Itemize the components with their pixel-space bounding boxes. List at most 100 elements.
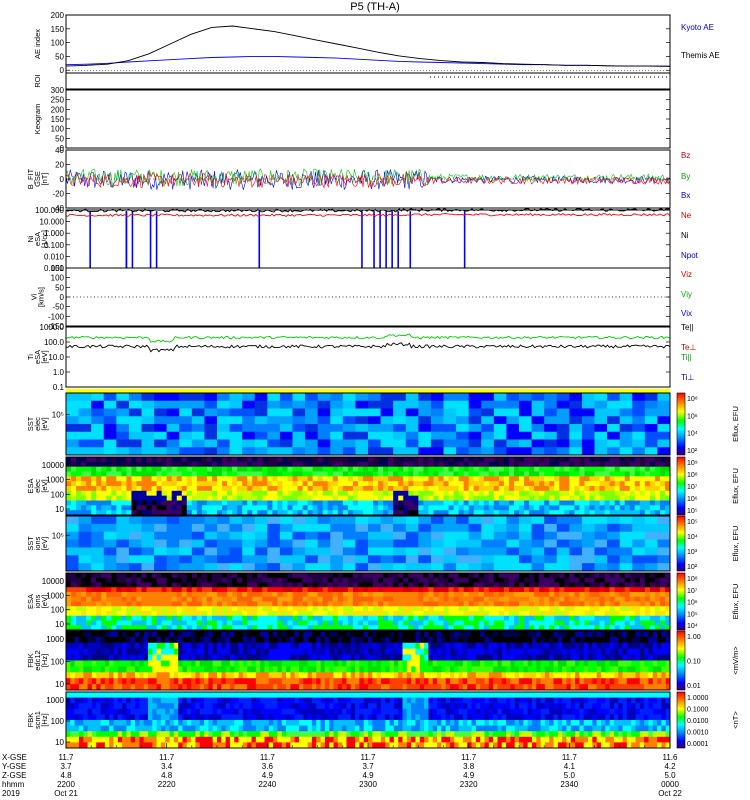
fbk_e-cell [432, 666, 438, 673]
esa_i-cell [428, 587, 434, 593]
fbk_e-cell [268, 660, 274, 667]
sst_i-cell [254, 563, 268, 572]
esa_i-cell [257, 596, 263, 602]
fbk_e-cell [406, 660, 412, 667]
esa_e-cell [639, 490, 646, 497]
esa_e-cell [141, 505, 148, 511]
esa_e-cell [398, 481, 404, 487]
fbk_e-cell [152, 660, 158, 667]
esa_e-cell [609, 461, 616, 468]
sst_i-cell [342, 563, 356, 572]
sst_i-cell [644, 555, 658, 564]
esa_e-cell [524, 461, 530, 468]
fbk_e-cell [195, 642, 201, 650]
esa_i-cell [408, 587, 414, 593]
esa_i-cell [302, 620, 309, 626]
esa_i-cell [549, 615, 555, 621]
esa_e-cell [267, 481, 273, 487]
fbk_e-cell [113, 666, 119, 673]
esa_e-cell [659, 486, 666, 492]
esa_e-cell [599, 481, 606, 487]
sst_e-cell [644, 439, 658, 448]
esa_e-cell [297, 457, 304, 463]
esa_i-cell [106, 611, 112, 617]
esa_i-cell [599, 596, 606, 602]
sst_i-cell [506, 547, 520, 556]
esa_e-cell [171, 510, 178, 516]
esa_i-cell [654, 587, 661, 593]
esa_i-cell [508, 596, 515, 602]
esa_i-cell [508, 587, 515, 593]
bfit-ytick-label: 0 [60, 175, 65, 184]
esa_i-cell [539, 573, 545, 579]
esa_e-cell [458, 500, 465, 506]
esa_i-cell [282, 601, 288, 607]
sst_i-cell [405, 547, 419, 556]
sst_i-cell [632, 563, 646, 572]
fbk_e-cell [510, 636, 516, 644]
esa_i-cell [564, 611, 570, 617]
vi-ylabel: [km/s] [37, 287, 46, 307]
esa_e-cell [433, 457, 439, 463]
esa_e-cell [222, 481, 228, 487]
esa_e-cell [534, 457, 540, 463]
sst_i-cell [154, 539, 168, 548]
esa_e-cell [619, 476, 626, 482]
fbk_e-cell [419, 642, 425, 650]
fbk_e-cell [424, 654, 429, 661]
fbk_e-cell [260, 660, 265, 667]
esa_e-cell [649, 500, 656, 506]
sst_e-cell [456, 439, 470, 448]
esa_e-cell [347, 481, 354, 487]
esa_e-cell [111, 461, 117, 468]
sst_i-cell [418, 547, 432, 556]
fbk_e-cell [445, 642, 451, 650]
esa_i-cell [654, 601, 661, 607]
esa_e-cell [136, 481, 142, 487]
esa_e-cell [292, 486, 299, 492]
esa_e-cell [368, 471, 374, 477]
fbk_e-cell [588, 654, 593, 661]
fbk_e-cell [238, 678, 244, 685]
fbk_e-cell [298, 631, 304, 638]
sst_i-cell [493, 516, 507, 525]
fbk_e-cell [130, 631, 136, 638]
fbk_e-cell [549, 636, 555, 644]
esa_e-cell [267, 486, 273, 492]
esa_e-cell [398, 505, 404, 511]
esa_e-cell [443, 466, 450, 472]
esa_i-cell [257, 577, 263, 583]
esa_e-cell [463, 476, 470, 482]
esa_i-ytick-label: 1000 [46, 591, 64, 600]
esa_e-colorbar-label: Eflux, EFU [731, 468, 740, 504]
fbk_e-cell [122, 631, 127, 638]
esa_i-cell [498, 596, 505, 602]
esa_i-ylabel: [eV] [40, 595, 49, 608]
fbk_e-cell [493, 636, 498, 644]
esa_i-cell [312, 577, 319, 583]
esa_e-cell [352, 510, 359, 516]
esa_e-cell [347, 495, 354, 501]
sst_i-cell [393, 547, 407, 556]
sst_i-cell [166, 516, 180, 525]
ni-series-0 [65, 212, 671, 217]
esa_i-cell [76, 625, 82, 631]
esa_e-cell [332, 500, 339, 506]
fbk_e-cell [557, 631, 563, 638]
esa_i-cell [373, 601, 379, 607]
sst_i-cell [229, 547, 243, 556]
esa_e-cell [101, 471, 107, 477]
sst_e-cell [430, 393, 444, 402]
esa_i-cell [629, 573, 636, 579]
sst_i-cell [430, 547, 444, 556]
esa_i-cell [151, 615, 158, 621]
vi-legend-1: Viy [681, 290, 692, 299]
esa_i-cell [86, 625, 92, 631]
esa_e-cell [337, 495, 344, 501]
esa_e-cell [222, 457, 228, 463]
esa_e-cell [121, 461, 127, 468]
fbk_e-cell [467, 672, 473, 679]
fbk_e-cell [225, 666, 231, 673]
fbk_e-cell [204, 642, 209, 650]
fbk_e-cell [467, 660, 473, 667]
